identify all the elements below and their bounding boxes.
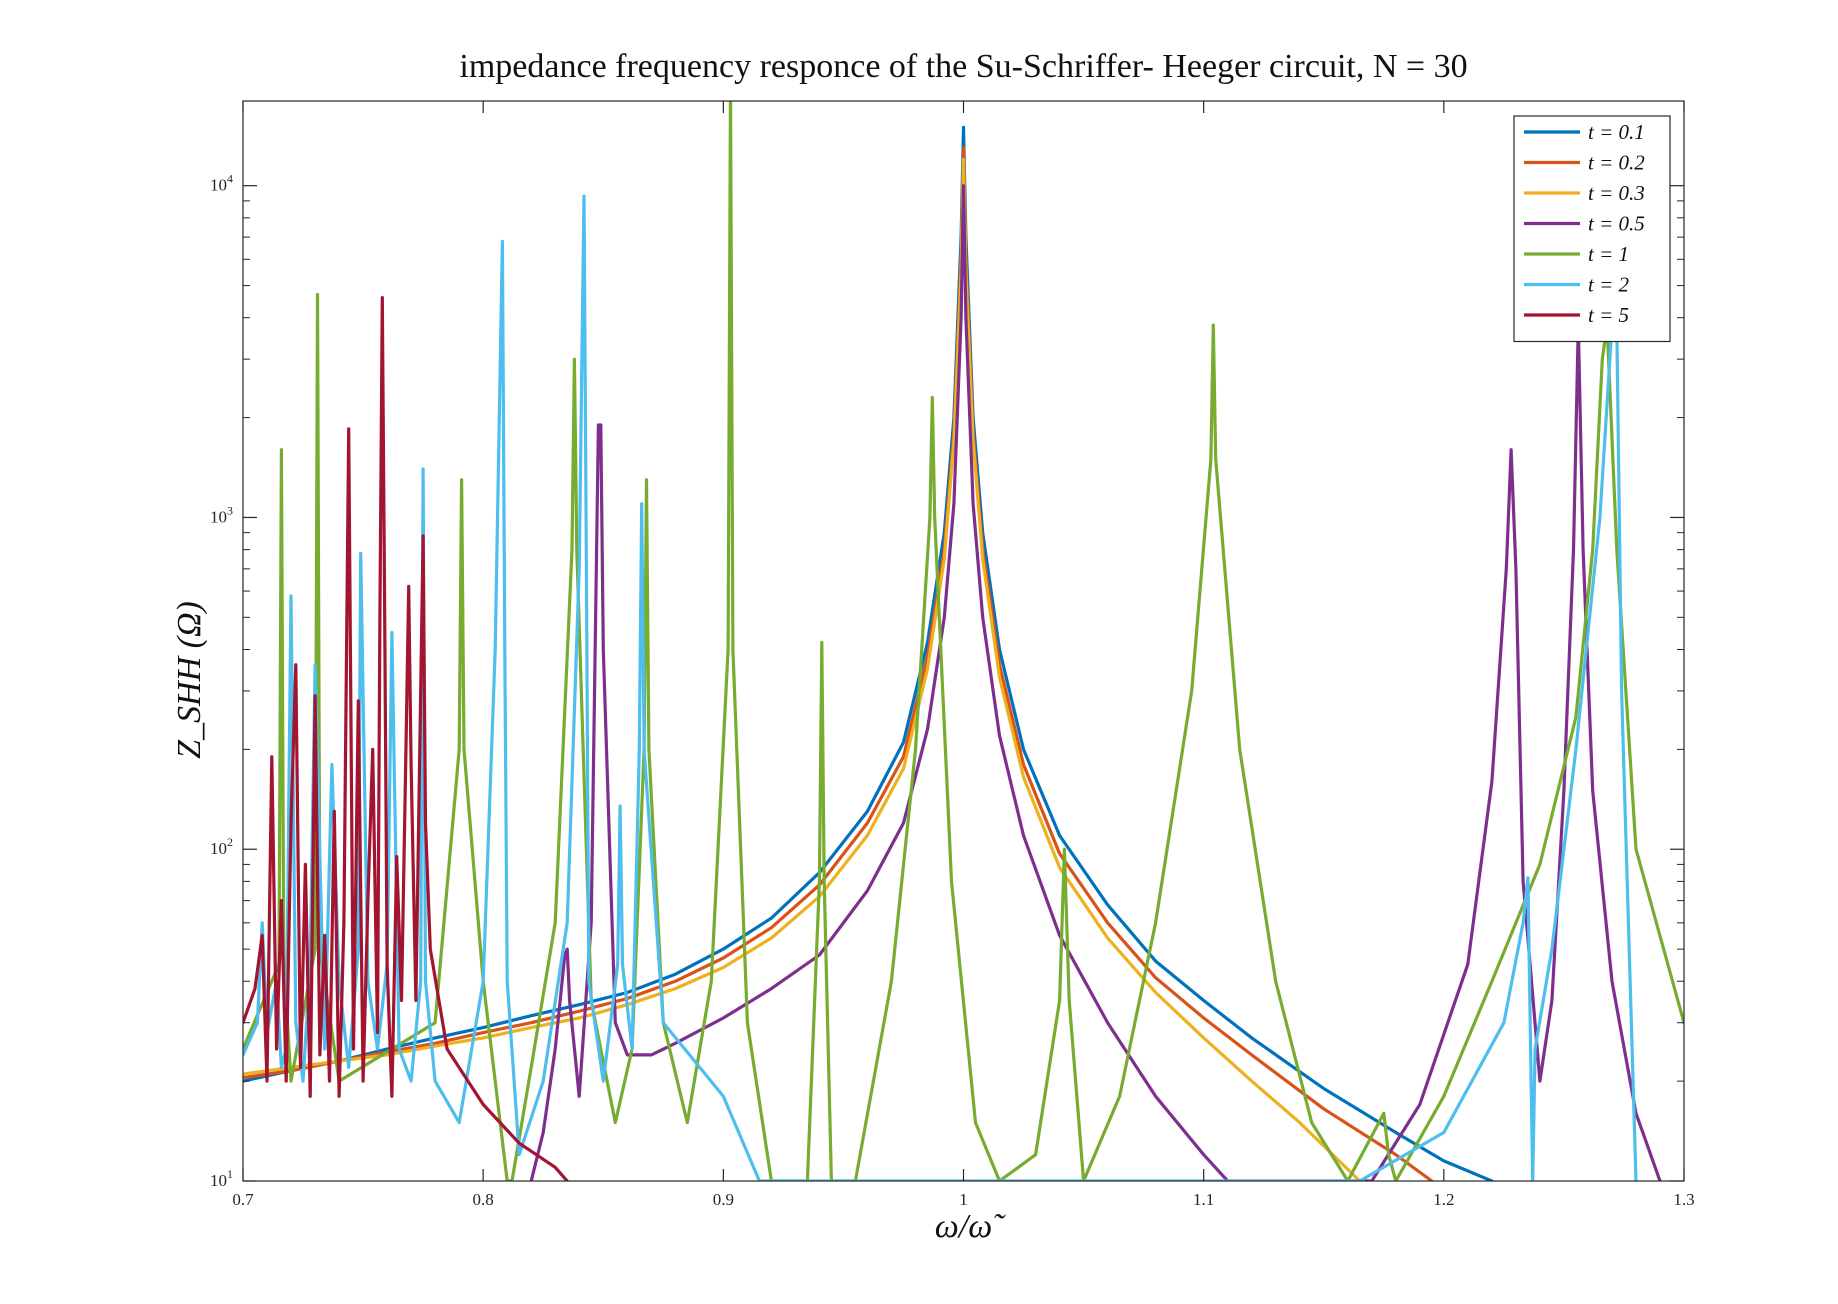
y-axis-label: Z_SHH (Ω): [171, 601, 208, 759]
chart-title: impedance frequency responce of the Su-S…: [459, 48, 1468, 85]
y-tick-label: 103: [210, 503, 233, 526]
y-tick-label: 104: [210, 172, 233, 195]
x-axis-label: ω/ω̃: [934, 1208, 993, 1245]
x-tick-label: 1.3: [1673, 1190, 1694, 1209]
series-line-4: [529, 184, 1662, 1181]
legend-box: [1513, 115, 1671, 343]
x-tick-label: 1.1: [1193, 1190, 1214, 1209]
x-tick-label: 0.7: [232, 1190, 254, 1209]
series-line-5: [243, 101, 1684, 1181]
legend: t = 0.1 t = 0.2 t = 0.3 t = 0.5 t = 1 t = 2 t …: [1513, 115, 1671, 343]
axis-layer: 0.7 0.8 0.9 1 1.1 1.2 1.3 101 102 103 104: [210, 100, 1695, 1209]
x-tick-label: 1.2: [1433, 1190, 1454, 1209]
y-tick-label: 102: [210, 835, 233, 858]
legend-label: t = 5: [1588, 303, 1629, 327]
x-tick-label: 0.9: [713, 1190, 734, 1209]
y-tick-label: 101: [210, 1167, 233, 1190]
series-line-7: [243, 296, 569, 1181]
legend-label: t = 1: [1588, 242, 1629, 266]
x-tick-label: 1: [959, 1190, 968, 1209]
legend-label: t = 2: [1588, 273, 1630, 297]
series-layer: [243, 101, 1684, 1181]
legend-label: t = 0.5: [1588, 212, 1645, 236]
legend-label: t = 0.3: [1588, 181, 1645, 205]
x-tick-label: 0.8: [473, 1190, 494, 1209]
legend-label: t = 0.2: [1588, 151, 1645, 175]
legend-label: t = 0.1: [1588, 120, 1645, 144]
